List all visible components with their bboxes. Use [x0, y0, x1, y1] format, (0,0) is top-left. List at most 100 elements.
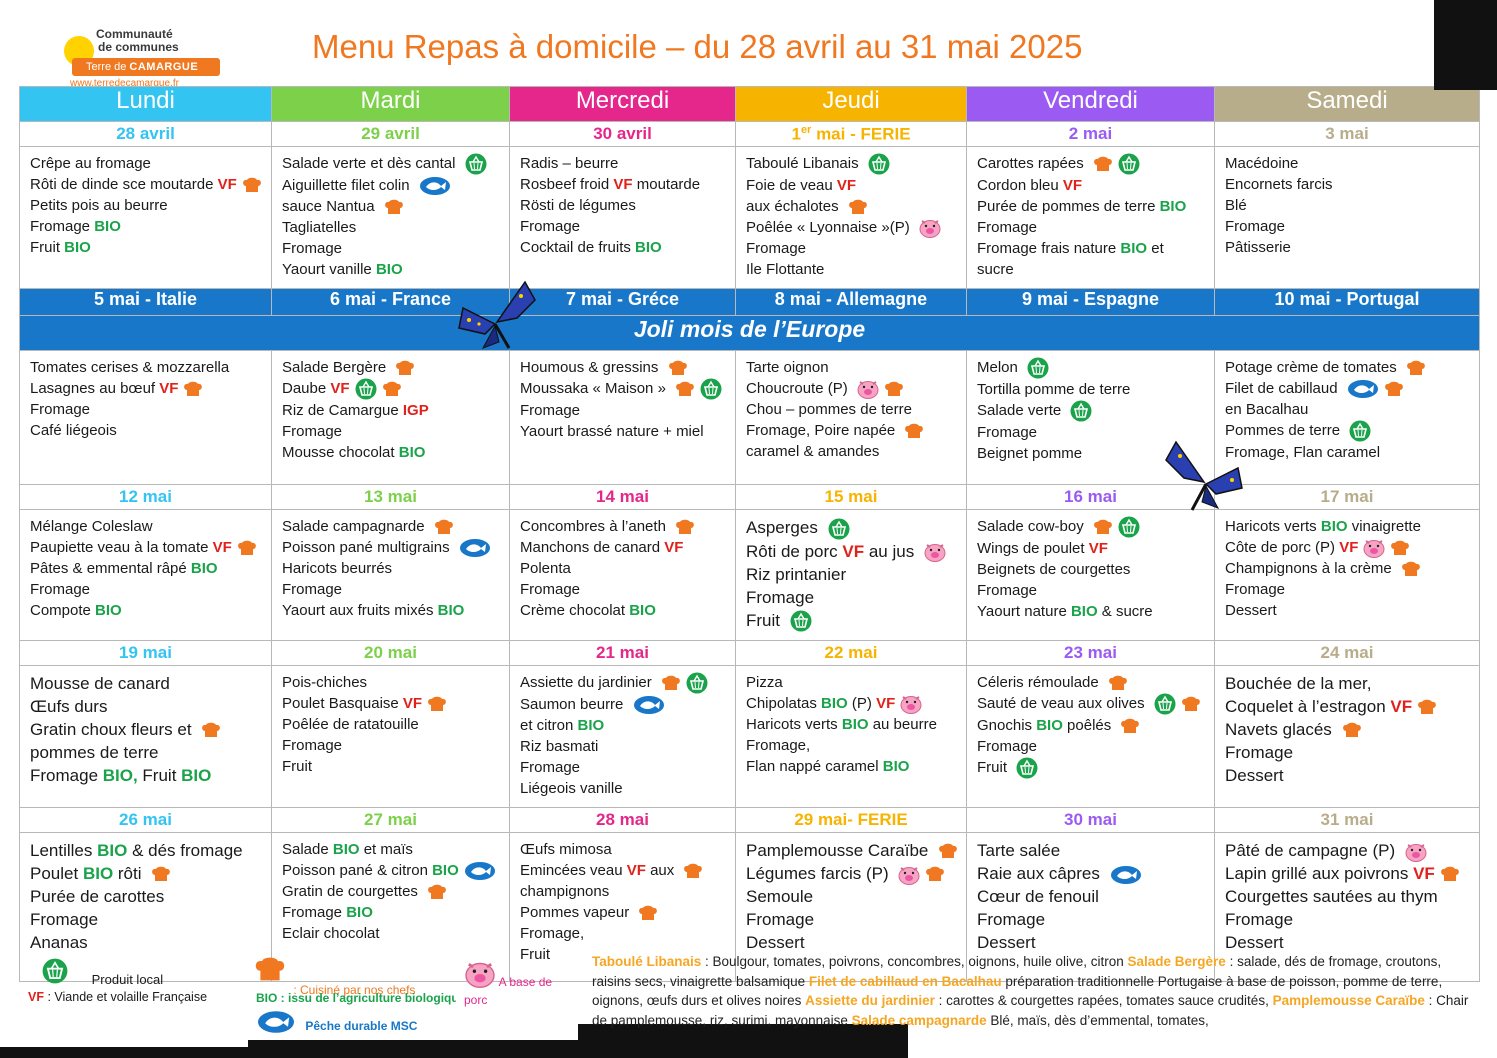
europe-date-label: 5 mai - Italie [19, 288, 272, 316]
hat-icon [1103, 674, 1128, 691]
menu-cell-samedi: Haricots verts BIO vinaigrette Côte de po… [1214, 509, 1480, 641]
bio-tag: BIO [1070, 603, 1098, 621]
basket-icon [1011, 757, 1038, 779]
menu-item: Cocktail de fruits BIO [520, 239, 662, 256]
date-label: 19 mai [19, 640, 272, 666]
basket-icon [460, 153, 487, 175]
menu-item: Rôti de porc VF au jus [746, 540, 962, 563]
bio-tag: BIO [1036, 717, 1063, 735]
day-header-mardi: Mardi [271, 86, 510, 122]
menu-item: Moussaka « Maison » [520, 378, 731, 400]
menu-item: Tarte salée [977, 841, 1061, 860]
day-header-vendredi: Vendredi [966, 86, 1215, 122]
menu-item: Salade campagnarde [282, 516, 505, 537]
menu-item: Côte de porc (P) VF [1225, 537, 1475, 559]
day-header-mercredi: Mercredi [509, 86, 736, 122]
menu-cell-jeudi: Taboulé Libanais Foie de veau VF aux éch… [735, 146, 967, 289]
menu-item: Café liégeois [30, 422, 117, 439]
note-text: : carottes & courgettes rapées, tomates … [934, 993, 1273, 1008]
menu-item: Salade BIO et maïs [282, 841, 413, 858]
menu-item: Dessert [1225, 602, 1277, 620]
date-label: 3 mai [1214, 121, 1480, 147]
bio-tag: BIO [94, 218, 121, 235]
basket-icon [823, 518, 850, 540]
note-text: : Boulgour, tomates, poivrons, concombre… [701, 954, 1128, 969]
menu-item: Courgettes sautées au thym [1225, 887, 1438, 906]
menu-cell-lundi: Lentilles BIO & dés fromage Poulet BIO rô… [19, 832, 272, 982]
basket-icon [1022, 357, 1049, 379]
vf-tag: VF [217, 176, 237, 193]
menu-item: Œufs durs [30, 697, 108, 716]
menu-cell-lundi: Crêpe au fromage Rôti de dinde sce moutar… [19, 146, 272, 289]
menu-item: pommes de terre [30, 743, 159, 762]
menu-item: Lentilles BIO & dés fromage [30, 841, 243, 860]
menu-item: Salade cow-boy [977, 516, 1210, 538]
bio-tag: BIO [1159, 198, 1187, 216]
menu-item: Dessert [746, 933, 805, 952]
menu-item: et citron BIO [520, 717, 605, 735]
date-label: 24 mai [1214, 640, 1480, 666]
menu-item: Saumon beurre [520, 694, 731, 715]
pig-icon [1400, 841, 1427, 862]
date-label: 20 mai [271, 640, 510, 666]
menu-cell-jeudi: Tarte oignon Choucroute (P) Chou – pommes… [735, 350, 967, 485]
menu-item: Fromage, [746, 737, 811, 755]
menu-item: Gnochis BIO poêlés [977, 715, 1210, 736]
menu-cell-lundi: Mélange Coleslaw Paupiette veau à la toma… [19, 509, 272, 641]
menu-cell-mardi: Salade verte et dès cantal Aiguillette f… [271, 146, 510, 289]
fish-icon [256, 1011, 296, 1037]
date-label: 28 avril [19, 121, 272, 147]
menu-item: Fromage [520, 402, 581, 420]
legend-pork: A base de porc [464, 960, 552, 1007]
date-label: 30 avril [509, 121, 736, 147]
menu-item: Choucroute (P) [746, 378, 962, 400]
menu-item: Beignets de courgettes [977, 561, 1131, 579]
menu-item: Fromage [1225, 910, 1294, 929]
legend-vf-key: VF [28, 990, 44, 1004]
hat-icon [899, 422, 924, 439]
menu-item: Lapin grillé aux poivrons VF [1225, 862, 1475, 885]
menu-cell-samedi: Bouchée de la mer, Coquelet à l’estragon … [1214, 665, 1480, 808]
menu-item: Poulet Basquaise VF [282, 693, 505, 714]
fish-icon [1105, 864, 1142, 884]
menu-item: Gratin choux fleurs et [30, 718, 267, 741]
logo-band-text: Terre de [86, 61, 127, 73]
bio-tag: BIO [97, 841, 128, 860]
vf-tag: VF [626, 862, 646, 879]
menu-item: Chipolatas BIO (P) VF [746, 693, 962, 715]
hat-icon [663, 359, 688, 376]
menu-item: Fromage, Flan caramel [1225, 444, 1381, 462]
menu-item: Chou – pommes de terre [746, 401, 912, 419]
menu-cell-mardi: Salade Bergère Daube VF Riz de Camargue I… [271, 350, 510, 485]
menu-item: Fromage BIO [282, 904, 373, 922]
igp-tag: IGP [402, 402, 429, 420]
menu-item: Salade Bergère [282, 357, 505, 378]
hat-icon [196, 720, 221, 739]
menu-cell-vendredi: Melon Tortilla pomme de terre Salade vert… [966, 350, 1215, 485]
hat-icon [920, 864, 945, 883]
vf-tag: VF [842, 541, 865, 561]
logo-url[interactable]: www.terredecamargue.fr [70, 78, 179, 89]
menu-item: Pâtisserie [1225, 239, 1291, 256]
menu-item: Asperges [746, 516, 962, 540]
menu-cell-jeudi: Pizza Chipolatas BIO (P) VF Haricots verts… [735, 665, 967, 808]
hat-icon [422, 695, 447, 712]
pig-icon [914, 219, 941, 239]
vf-tag: VF [212, 539, 232, 556]
vf-tag: VF [330, 380, 350, 397]
menu-item: Fromage BIO [30, 218, 121, 235]
logo-band-bold: CAMARGUE [129, 61, 199, 73]
menu-item: Fromage [30, 581, 91, 598]
menu-table: Lundi Mardi Mercredi Jeudi Vendredi Samedi 28 … [19, 86, 1480, 982]
menu-item: Fruit [282, 758, 312, 775]
menu-item: Purée de pommes de terre BIO [977, 198, 1187, 216]
menu-item: Yaourt brassé nature + miel [520, 423, 704, 441]
menu-item: Fromage [977, 582, 1038, 600]
menu-item: Paupiette veau à la tomate VF [30, 537, 267, 558]
date-label: 28 mai [509, 807, 736, 833]
menu-item: Coquelet à l’estragon VF [1225, 695, 1475, 718]
basket-icon [42, 958, 68, 987]
menu-item: Champignons à la crème [1225, 558, 1475, 579]
menu-item: Tortilla pomme de terre [977, 381, 1131, 399]
date-label: 14 mai [509, 484, 736, 510]
